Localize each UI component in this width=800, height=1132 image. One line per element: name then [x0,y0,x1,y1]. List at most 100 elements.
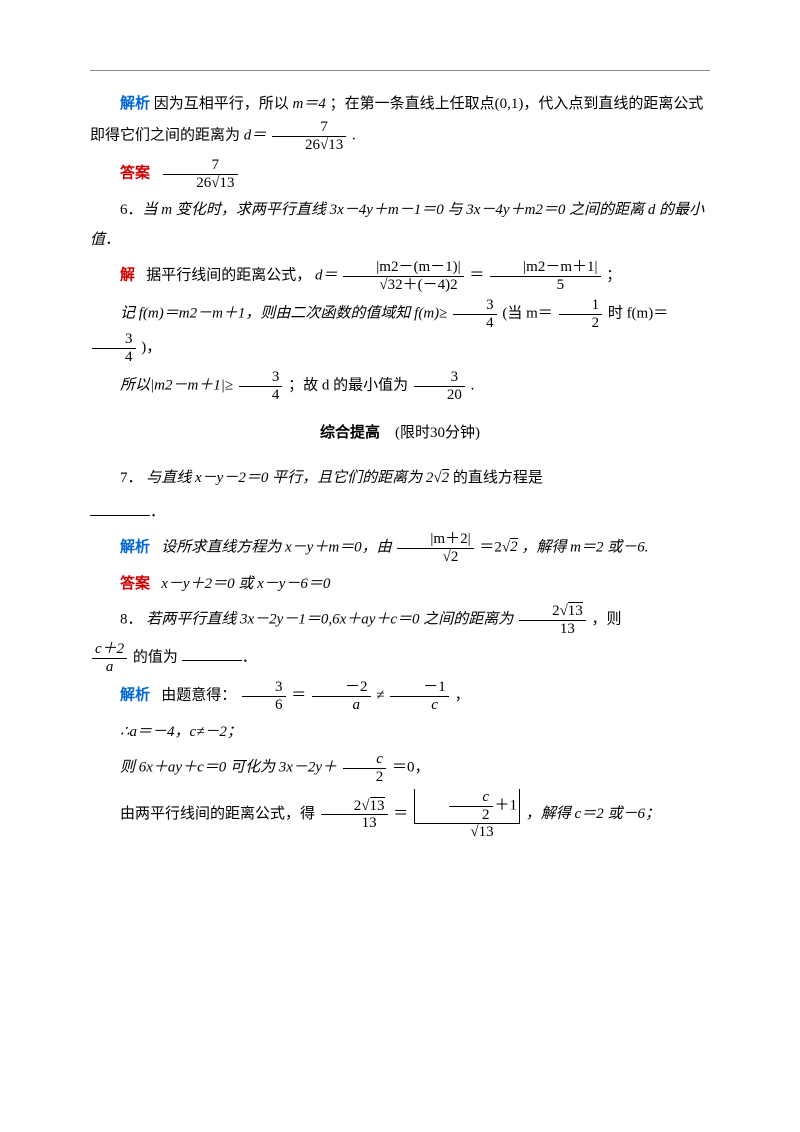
numerator: c [343,751,387,768]
sqrt-icon: √ [560,603,568,619]
radicand: 2 [442,469,450,486]
period: ． [150,504,165,520]
text: 与直线 x－y－2＝0 平行，且它们的距离为 2 [146,470,433,486]
text: 所以|m2－m＋1|≥ [120,377,233,393]
analysis-7: 解析 设所求直线方程为 x－y＋m＝0，由 |m＋2| √2 ＝2√2 ，解得 … [90,531,710,565]
neq: ≠ [376,687,388,703]
numerator: 3 [414,369,465,386]
fraction: c＋2 a [92,641,127,675]
solution-6-line1: 解 据平行线间的距离公式， d＝ |m2－(m－1)| √32＋(－4)2 ＝ … [90,259,710,293]
sqrt-icon: √ [443,549,451,565]
numerator: 3 [453,297,497,314]
text: ，解得 c＝2 或－6； [526,806,660,822]
fraction: |m2－(m－1)| √32＋(－4)2 [343,259,463,293]
fraction: 3 20 [414,369,465,403]
fraction-lhs: 2√13 13 [321,798,388,832]
numerator: －1 [390,679,449,696]
radicand: 13 [568,602,583,619]
radicand: 13 [328,136,343,153]
answer-text: x－y＋2＝0 或 x－y－6＝0 [161,576,330,592]
sqrt-icon: √ [502,539,510,555]
q-number: 6． [120,202,143,218]
text: 设所求直线方程为 x－y＋m＝0，由 [161,539,395,555]
sqrt-icon: √ [361,798,369,814]
denominator: 2 [449,806,493,824]
sqrt-icon: √ [379,277,387,293]
heading-bold: 综合提高 [320,425,380,441]
radicand: 13 [370,797,385,814]
text: 因为互相平行，所以 [154,96,293,112]
fraction: 3 4 [453,297,497,331]
denominator: √2 [397,548,473,566]
question-6: 6．当 m 变化时，求两平行直线 3x－4y＋m－1＝0 与 3x－4y＋m2＝… [90,195,710,255]
text: ，则 [592,611,622,627]
numerator: －2 [312,679,371,696]
eq: ＝ [469,267,484,283]
solution-6-line3: 所以|m2－m＋1|≥ 3 4 ；故 d 的最小值为 3 20 . [90,369,710,403]
fill-blank [182,645,242,661]
radicand: 32＋(－4)2 [388,276,458,293]
denominator: 5 [490,276,600,294]
d-eq: d＝ [244,127,267,143]
sqrt-icon: √ [433,470,441,486]
text: 的值为 [133,649,178,665]
fraction: 3 4 [239,369,283,403]
solve-label: 解 [120,267,135,283]
eq: ＝ [393,806,408,822]
denominator: 26√13 [272,136,346,154]
denominator: 26√13 [163,174,237,192]
analysis-1: 解析 因为互相平行，所以 m＝4 ；在第一条直线上任取点(0,1)，代入点到直线… [90,89,710,153]
fraction: 2√13 13 [519,603,586,637]
comma: ， [455,687,470,703]
fill-blank [90,500,150,516]
fraction: －1 c [390,679,449,713]
denominator: 4 [92,348,136,366]
numerator: |m＋2| [397,531,473,548]
analysis-8-line4: 由两平行线间的距离公式，得 2√13 13 ＝ c 2 ＋1 √13 ，解得 c… [90,789,710,841]
numerator: 3 [239,369,283,386]
eq: ＝ [291,687,306,703]
analysis-8-line3: 则 6x＋ay＋c＝0 可化为 3x－2y＋ c 2 ＝0， [90,751,710,785]
question-7-blank: ． [90,497,710,527]
section-heading: 综合提高 (限时30分钟) [90,418,710,448]
den-text: 26 [196,175,211,191]
numerator: |m2－(m－1)| [343,259,463,276]
text: (当 m＝ [502,305,552,321]
numerator: c 2 ＋1 [414,789,520,823]
q-number: 7． [120,470,143,486]
denominator: √13 [414,823,520,841]
radicand: 2 [510,538,518,555]
numerator: c＋2 [92,641,127,658]
denominator: c [390,696,449,714]
text: 由两平行线间的距离公式，得 [120,806,319,822]
text: )， [141,339,161,355]
fraction: 3 4 [92,331,136,365]
text: 若两平行直线 3x－2y－1＝0,6x＋ay＋c＝0 之间的距离为 [146,611,517,627]
inner-frac: c 2 [449,789,493,823]
fraction: 7 26√13 [272,119,346,153]
heading-rest: (限时30分钟) [380,425,480,441]
text: 记 f(m)＝m2－m＋1，则由二次函数的值域知 f(m)≥ [120,305,447,321]
question-8: 8． 若两平行直线 3x－2y－1＝0,6x＋ay＋c＝0 之间的距离为 2√1… [90,603,710,637]
answer-label: 答案 [120,576,150,592]
text: 时 f(m)＝ [608,305,668,321]
numerator: 2√13 [519,603,586,620]
text: 则 6x＋ay＋c＝0 可化为 3x－2y＋ [120,759,337,775]
denominator: 20 [414,386,465,404]
fraction: c 2 [343,751,387,785]
question-7: 7． 与直线 x－y－2＝0 平行，且它们的距离为 2√2 的直线方程是 [90,463,710,493]
fraction: 1 2 [559,297,603,331]
answer-1: 答案 7 26√13 [90,157,710,191]
text: ＝0， [392,759,430,775]
text: ＝2 [479,539,502,555]
sqrt-icon: √ [211,175,219,191]
text: 由题意得： [161,687,236,703]
top-rule [90,70,710,71]
fraction-rhs: c 2 ＋1 √13 [414,789,520,841]
fraction: 7 26√13 [163,157,237,191]
radicand: 13 [479,823,494,840]
denominator: 13 [321,814,388,832]
plus-one: ＋1 [495,797,518,813]
question-8b: c＋2 a 的值为 ． [90,641,710,675]
period: ． [242,649,257,665]
